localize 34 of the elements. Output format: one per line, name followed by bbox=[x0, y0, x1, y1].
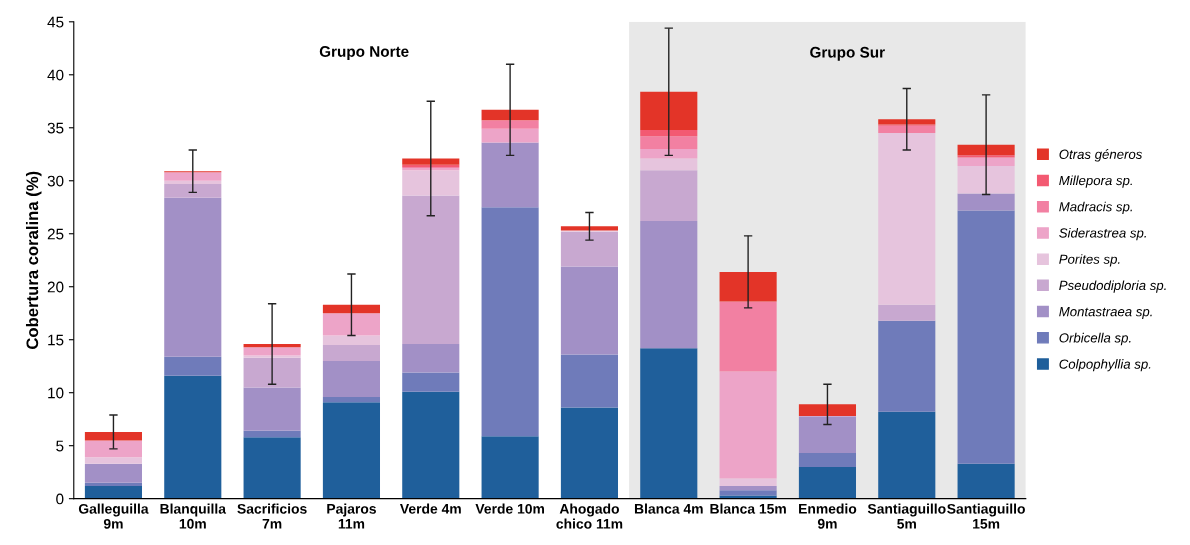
x-tick-label: Blanca 4m bbox=[634, 503, 703, 514]
legend-label: Orbicella sp. bbox=[1059, 332, 1131, 346]
x-tick-label: Santiaguillo 15m bbox=[947, 503, 1025, 529]
y-tick-label: 25 bbox=[47, 228, 64, 240]
x-tick-label: Verde 10m bbox=[475, 503, 544, 514]
y-tick-label: 15 bbox=[48, 334, 64, 346]
y-tick-label: 20 bbox=[47, 281, 64, 293]
y-tick-label: 40 bbox=[47, 69, 64, 81]
legend-label: Pseudodiploria sp. bbox=[1059, 280, 1166, 293]
y-tick-label: 35 bbox=[47, 122, 64, 134]
x-tick-label: Verde 4m bbox=[399, 503, 461, 514]
x-tick-label: Pajaros 11m bbox=[327, 503, 376, 529]
y-tick-label: 10 bbox=[48, 387, 64, 399]
x-tick-label: Galleguilla 9m bbox=[78, 503, 149, 529]
legend-label: Montastraea sp. bbox=[1059, 307, 1152, 319]
annotation: Grupo Norte bbox=[319, 46, 409, 60]
legend-label: Millepora sp. bbox=[1059, 175, 1132, 188]
legend-label: Colpophyllia sp. bbox=[1059, 359, 1151, 372]
x-tick-label: Santiaguillo 5m bbox=[867, 503, 946, 529]
y-tick-label: 5 bbox=[56, 440, 64, 452]
x-tick-label: Blanca 15m bbox=[710, 503, 786, 514]
y-tick-label: 30 bbox=[47, 175, 64, 187]
legend-label: Madracis sp. bbox=[1059, 201, 1132, 215]
y-axis-title: Cobertura coralina (%) bbox=[25, 171, 42, 349]
legend-label: Otras géneros bbox=[1059, 149, 1143, 162]
x-tick-label: Blanquilla 10m bbox=[160, 503, 227, 529]
x-tick-label: Sacrificios 7m bbox=[237, 503, 307, 529]
x-tick-label: Ahogado chico 11m bbox=[556, 503, 623, 529]
y-tick-label: 0 bbox=[56, 493, 64, 505]
legend-label: Siderastrea sp. bbox=[1059, 227, 1146, 241]
band-label: Grupo Sur bbox=[810, 46, 885, 61]
x-tick-label: Enmedio 9m bbox=[799, 503, 857, 529]
y-tick-label: 45 bbox=[47, 16, 64, 28]
legend-label: Porites sp. bbox=[1059, 254, 1120, 267]
